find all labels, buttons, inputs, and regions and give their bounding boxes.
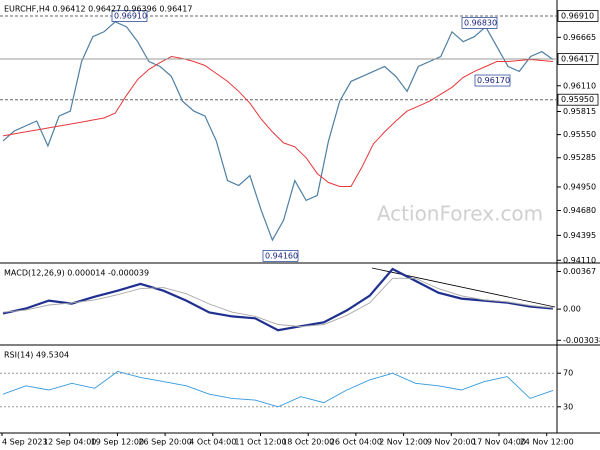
x-tick-label: 11 Oct 12:00	[234, 438, 286, 447]
x-tick-label: 18 Oct 20:00	[282, 438, 334, 447]
y-tick-label: 0.95285	[563, 153, 596, 162]
y-tick-label: -0.003038	[563, 336, 600, 345]
x-tick-label: 9 Nov 20:00	[427, 438, 476, 447]
last-price-box	[557, 53, 599, 65]
series-line	[2, 21, 554, 242]
x-tick-label: 2 Nov 12:00	[379, 438, 428, 447]
annotation-box	[474, 74, 511, 87]
watermark: ActionForex.com	[377, 202, 543, 226]
series-line	[2, 371, 554, 408]
series-line	[2, 267, 554, 332]
annotation-box	[111, 10, 148, 22]
y-tick-label: 0.94395	[563, 231, 596, 240]
y-tick-label: 0.96110	[563, 81, 596, 90]
y-tick-label: 0.94680	[563, 206, 596, 215]
series-line	[2, 55, 554, 187]
y-tick-label: 70	[563, 369, 573, 378]
x-tick-label: 4 Oct 04:00	[189, 438, 236, 447]
level-box	[557, 10, 599, 22]
x-tick-label: 17 Nov 04:00	[472, 438, 526, 447]
y-tick-label: 0.96665	[563, 33, 596, 42]
level-label: 0.96910	[561, 11, 594, 20]
x-tick-label: 26 Oct 04:00	[330, 438, 382, 447]
x-tick-label: 19 Sep 12:00	[91, 438, 144, 447]
x-tick-label: 24 Nov 12:00	[520, 438, 574, 447]
y-tick-label: 30	[563, 402, 573, 411]
annotation-box	[262, 249, 299, 262]
y-tick-label: 0.95815	[563, 107, 596, 116]
panel-title: EURCHF,H4 0.96412 0.96427 0.96396 0.9641…	[4, 5, 192, 14]
y-tick-label: 0.00	[563, 305, 581, 314]
x-tick-label: 26 Sep 20:00	[138, 438, 191, 447]
y-tick-label: 0.95550	[563, 130, 596, 139]
panel-title: MACD(12,26,9) 0.000014 -0.000039	[4, 269, 149, 278]
level-box	[557, 93, 599, 106]
y-tick-label: 0.94950	[563, 182, 596, 191]
annotation-label: 0.94160	[265, 251, 298, 260]
annotation-label: 0.96830	[464, 18, 497, 27]
x-tick-label: 4 Sep 2023	[2, 438, 48, 447]
annotation-box	[461, 17, 498, 29]
series-line	[2, 277, 554, 328]
panel-title: RSI(14) 49.5304	[4, 351, 69, 360]
x-tick-label: 12 Sep 04:00	[43, 438, 96, 447]
annotation-label: 0.96170	[477, 76, 510, 85]
annotation-label: 0.96910	[114, 11, 147, 20]
y-tick-label: 0.94110	[563, 256, 596, 265]
level-label: 0.95950	[561, 95, 594, 104]
last-price-label: 0.96417	[561, 54, 594, 63]
y-tick-label: 0.00367	[563, 267, 596, 276]
